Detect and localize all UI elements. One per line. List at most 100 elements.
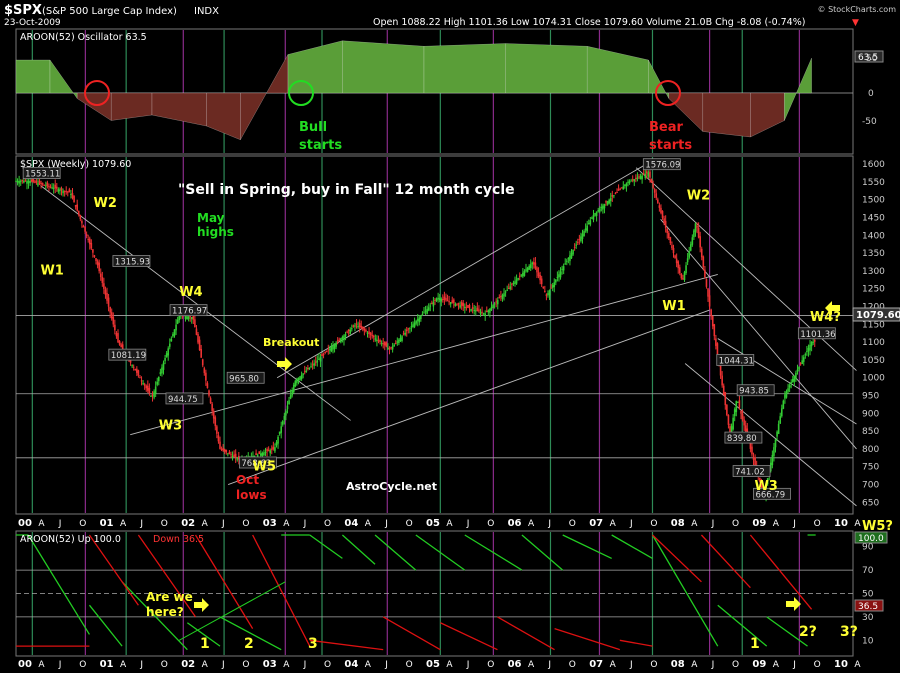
candle-body-60 — [109, 307, 111, 313]
x-tick-label-top-16: 04 — [344, 518, 358, 529]
trend-channel-4 — [660, 219, 857, 450]
candle-body-432 — [693, 230, 695, 238]
exchange-label: INDX — [194, 6, 219, 17]
candle-body-10 — [30, 179, 33, 182]
candle-body-417 — [669, 237, 672, 244]
candle-body-214 — [351, 328, 353, 330]
candle-body-238 — [388, 347, 391, 349]
price-label-1: 1315.93 — [115, 258, 150, 268]
candle-body-484 — [774, 439, 777, 448]
candle-body-184 — [303, 371, 306, 373]
candle-body-345 — [556, 276, 559, 278]
candle-body-465 — [744, 425, 747, 432]
candle-body-490 — [784, 394, 786, 399]
candle-body-102 — [175, 324, 177, 331]
candle-body-205 — [336, 340, 339, 342]
candle-body-350 — [564, 263, 567, 265]
osc-segment-16 — [784, 57, 812, 121]
candle-body-319 — [515, 279, 518, 284]
candle-body-438 — [702, 256, 705, 268]
x-tick-label-bottom-30: J — [629, 660, 633, 670]
x-tick-label-top-31: O — [650, 519, 657, 529]
x-tick-label-bottom-10: J — [221, 660, 225, 670]
price-tick-950: 950 — [862, 392, 879, 402]
candle-body-397 — [638, 176, 640, 178]
price-label-box-8 — [716, 354, 755, 366]
red-circle-2007 — [655, 80, 681, 106]
candle-body-135 — [227, 453, 229, 455]
may-note: May — [197, 211, 225, 225]
candle-body-121 — [205, 372, 207, 381]
candle-body-428 — [686, 258, 689, 263]
price-label-box-5 — [226, 371, 265, 384]
price-label-box-9 — [736, 384, 775, 397]
x-tick-label-top-41: A — [854, 519, 861, 529]
candle-body-450 — [721, 375, 723, 386]
candle-body-221 — [362, 326, 364, 330]
candle-body-260 — [423, 312, 425, 314]
candle-body-44 — [84, 226, 86, 232]
aroon-tick-50: 50 — [862, 590, 874, 600]
candle-body-134 — [225, 449, 228, 453]
x-tick-label-bottom-11: O — [242, 660, 249, 670]
candle-body-380 — [611, 195, 614, 197]
candle-body-81 — [142, 383, 144, 385]
candle-body-349 — [562, 266, 565, 271]
osc-value-tag: 63.5 — [858, 53, 878, 63]
candle-body-436 — [699, 236, 701, 248]
candle-body-287 — [465, 307, 468, 309]
candle-body-242 — [394, 342, 397, 344]
candle-body-378 — [608, 199, 610, 204]
candle-body-85 — [148, 387, 151, 394]
candle-body-398 — [639, 176, 642, 180]
x-tick-label-top-28: 07 — [589, 518, 603, 529]
aroon-tick-10: 10 — [862, 636, 874, 646]
close-tag-bg — [852, 307, 900, 322]
x-tick-label-top-3: O — [79, 519, 86, 529]
price-label-box-7 — [642, 158, 681, 171]
candle-body-66 — [118, 340, 121, 345]
candle-body-381 — [613, 195, 615, 197]
candle-body-90 — [156, 381, 159, 385]
price-tick-1550: 1550 — [862, 178, 885, 188]
candle-body-49 — [92, 249, 94, 253]
price-tick-1450: 1450 — [862, 214, 885, 224]
candle-body-57 — [104, 289, 107, 295]
candle-body-441 — [707, 288, 709, 297]
x-tick-label-bottom-9: A — [202, 660, 209, 670]
candle-body-88 — [153, 391, 155, 398]
are-we-here-arrow-icon — [194, 598, 209, 612]
candle-body-488 — [780, 408, 783, 417]
wave-label-1: W1 — [40, 263, 63, 278]
candle-body-108 — [184, 316, 187, 320]
x-tick-label-top-7: O — [161, 519, 168, 529]
candle-body-341 — [550, 287, 552, 289]
candle-body-358 — [576, 241, 579, 243]
candle-body-166 — [275, 441, 278, 446]
candle-body-303 — [490, 306, 493, 311]
candle-body-337 — [544, 290, 546, 292]
candle-body-137 — [230, 454, 232, 456]
candle-body-173 — [286, 405, 289, 410]
candle-body-365 — [587, 222, 590, 224]
candle-body-443 — [710, 309, 712, 317]
candle-body-429 — [688, 251, 690, 258]
candle-body-245 — [399, 337, 402, 342]
candle-body-494 — [790, 382, 792, 384]
candle-body-491 — [785, 391, 788, 398]
price-label-12: 666.79 — [755, 490, 785, 500]
candle-body-498 — [796, 369, 799, 372]
aroon-tick-30: 30 — [862, 613, 874, 623]
candle-body-408 — [655, 193, 658, 198]
candle-body-243 — [396, 341, 399, 343]
candle-body-200 — [329, 348, 331, 351]
candle-body-286 — [464, 306, 466, 308]
x-tick-label-top-5: A — [120, 519, 127, 529]
candle-body-168 — [278, 431, 281, 434]
candle-body-434 — [696, 225, 698, 228]
x-tick-label-top-38: J — [792, 519, 796, 529]
candle-body-327 — [528, 265, 530, 270]
candle-body-339 — [547, 293, 549, 295]
candle-body-164 — [272, 446, 275, 450]
candle-body-395 — [635, 177, 637, 179]
